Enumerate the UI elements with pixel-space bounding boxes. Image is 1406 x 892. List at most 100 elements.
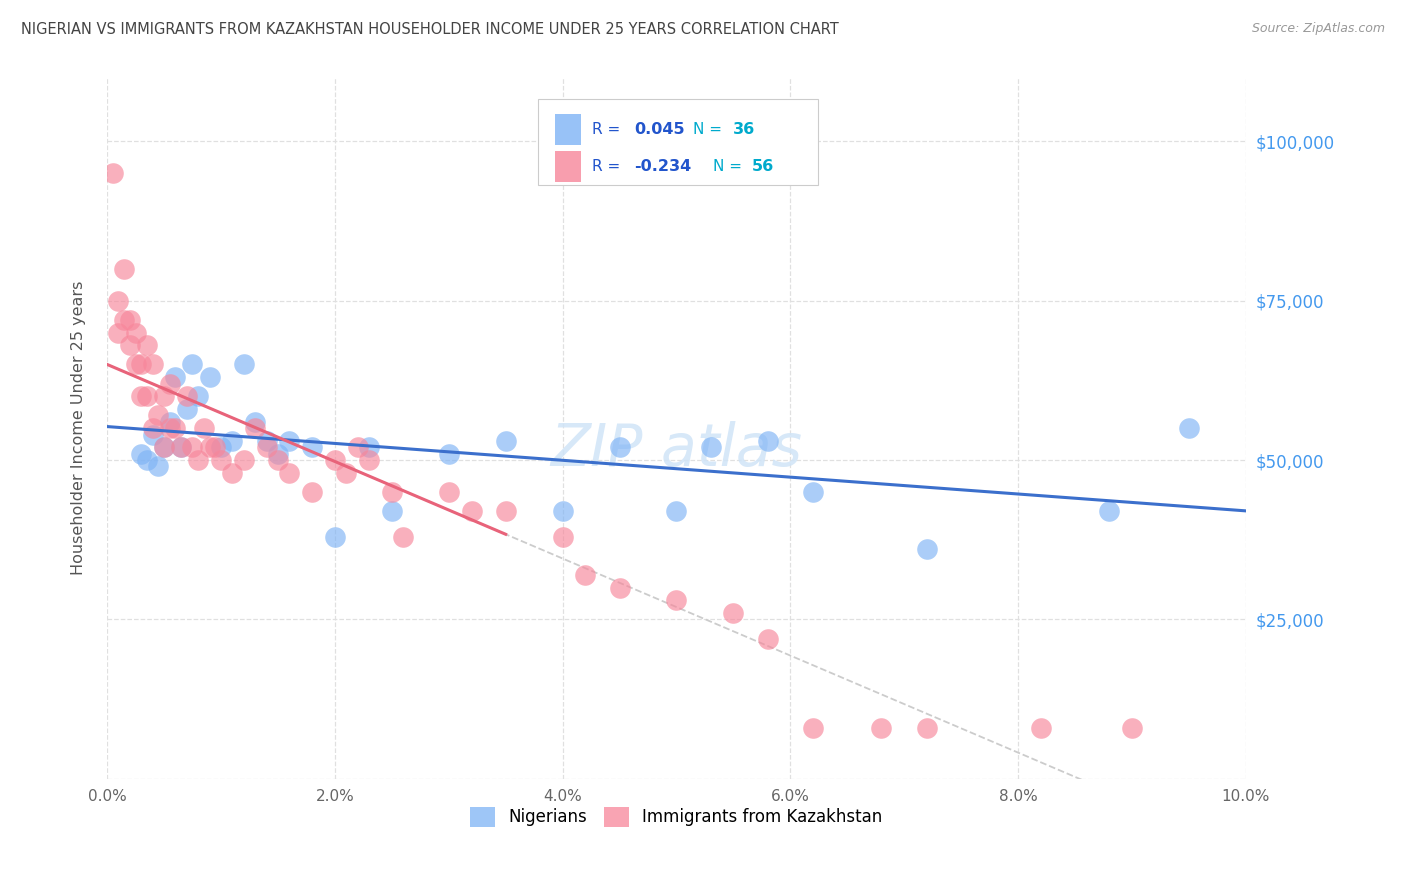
Point [221,434,243,448]
Text: -0.234: -0.234 [634,159,692,174]
Point [124,358,146,372]
Point [1178,421,1201,435]
Point [551,504,574,518]
Point [170,440,193,454]
Point [323,453,346,467]
Point [267,453,290,467]
Point [136,338,159,352]
Point [1098,504,1121,518]
Text: Source: ZipAtlas.com: Source: ZipAtlas.com [1251,22,1385,36]
Point [112,261,135,276]
Point [129,447,152,461]
Point [153,440,176,454]
Point [665,593,688,607]
Point [392,530,415,544]
Point [204,440,226,454]
Point [142,421,165,435]
Point [756,434,779,448]
Point [381,504,404,518]
Point [699,440,721,454]
Point [129,358,152,372]
Point [278,434,301,448]
Point [1029,721,1052,735]
Point [915,542,938,557]
Point [165,370,187,384]
Point [723,606,745,620]
Text: N =: N = [713,159,747,174]
Text: 36: 36 [733,122,755,137]
Point [665,504,688,518]
Point [193,421,215,435]
Point [107,326,129,340]
Legend: Nigerians, Immigrants from Kazakhstan: Nigerians, Immigrants from Kazakhstan [464,800,890,834]
Point [221,466,243,480]
Point [198,440,221,454]
Y-axis label: Householder Income Under 25 years: Householder Income Under 25 years [72,281,86,575]
Point [801,485,824,500]
Point [142,427,165,442]
Point [198,370,221,384]
Text: NIGERIAN VS IMMIGRANTS FROM KAZAKHSTAN HOUSEHOLDER INCOME UNDER 25 YEARS CORRELA: NIGERIAN VS IMMIGRANTS FROM KAZAKHSTAN H… [21,22,839,37]
Point [187,389,209,403]
Point [136,453,159,467]
Point [357,453,380,467]
Point [118,338,141,352]
Point [209,453,232,467]
Point [159,421,181,435]
Point [101,166,124,180]
Point [357,440,380,454]
Point [460,504,482,518]
Point [323,530,346,544]
Point [129,389,152,403]
Point [181,440,204,454]
Text: 0.045: 0.045 [634,122,685,137]
Point [301,485,323,500]
Point [243,415,266,429]
Point [142,358,165,372]
Point [112,312,135,326]
Point [187,453,209,467]
Point [256,434,278,448]
Point [437,447,460,461]
Point [551,530,574,544]
Point [278,466,301,480]
Point [118,312,141,326]
Text: N =: N = [693,122,727,137]
Point [801,721,824,735]
Point [124,326,146,340]
Point [153,389,176,403]
Point [495,504,517,518]
Point [165,421,187,435]
Point [148,459,170,474]
Point [176,402,198,417]
Text: R =: R = [592,159,626,174]
Point [1121,721,1143,735]
Point [870,721,893,735]
Point [209,440,232,454]
Point [267,447,290,461]
Point [609,581,631,595]
Text: R =: R = [592,122,626,137]
Point [153,440,176,454]
Point [243,421,266,435]
Point [915,721,938,735]
Point [136,389,159,403]
Point [381,485,404,500]
Point [301,440,323,454]
Point [232,358,254,372]
Point [574,567,596,582]
Text: ZIP atlas: ZIP atlas [551,421,803,478]
Point [107,293,129,308]
Point [148,409,170,423]
Point [159,376,181,391]
Point [181,358,204,372]
Point [346,440,368,454]
Point [176,389,198,403]
Point [495,434,517,448]
Point [437,485,460,500]
Point [170,440,193,454]
Text: 56: 56 [752,159,775,174]
Point [256,440,278,454]
Point [232,453,254,467]
Point [756,632,779,646]
